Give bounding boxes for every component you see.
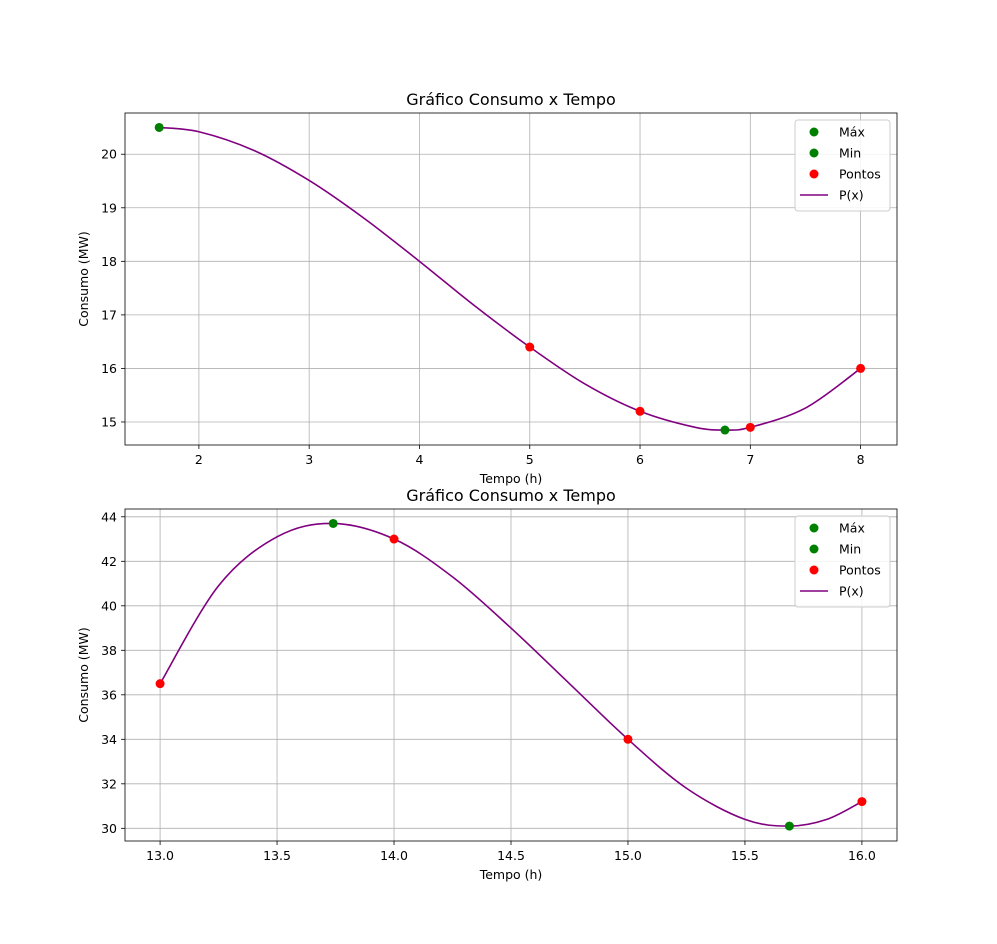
x-tick-label: 16.0 [848, 848, 876, 863]
y-tick-label: 16 [101, 361, 117, 376]
y-tick-label: 19 [101, 200, 117, 215]
x-tick-label: 7 [746, 452, 754, 467]
x-tick-label: 5 [526, 452, 534, 467]
point-pontos [745, 422, 755, 432]
point-pontos [525, 342, 535, 352]
x-tick-label: 13.5 [263, 848, 291, 863]
legend-label: Min [839, 146, 861, 161]
chart-title: Gráfico Consumo x Tempo [406, 90, 616, 109]
point-pontos [635, 406, 645, 416]
y-tick-label: 40 [101, 598, 117, 613]
legend-swatch-marker [809, 523, 819, 533]
axes-frame [124, 112, 898, 446]
x-tick-label: 3 [305, 452, 313, 467]
legend-label: P(x) [839, 188, 864, 203]
y-tick-label: 42 [101, 554, 117, 569]
point-max [328, 518, 338, 528]
x-tick-label: 15.5 [731, 848, 759, 863]
point-pontos [155, 679, 165, 689]
x-tick-label: 2 [195, 452, 203, 467]
x-tick-label: 14.5 [497, 848, 525, 863]
legend-box [794, 119, 891, 212]
legend-label: Pontos [839, 563, 881, 578]
point-min [784, 821, 794, 831]
x-axis-label: Tempo (h) [479, 867, 543, 882]
y-tick-label: 15 [101, 414, 117, 429]
y-tick-label: 44 [101, 509, 117, 524]
legend-box [794, 515, 891, 608]
legend-swatch-marker [809, 169, 819, 179]
point-pontos [856, 363, 866, 373]
x-tick-label: 15.0 [614, 848, 642, 863]
y-tick-label: 32 [101, 776, 117, 791]
x-tick-label: 6 [636, 452, 644, 467]
y-axis-label: Consumo (MW) [76, 627, 91, 722]
legend: Máx Min Pontos P(x) [794, 515, 891, 608]
y-tick-label: 36 [101, 687, 117, 702]
legend-swatch-marker [809, 148, 819, 158]
x-tick-label: 13.0 [146, 848, 174, 863]
y-tick-label: 38 [101, 643, 117, 658]
y-axis-label: Consumo (MW) [76, 231, 91, 326]
y-tick-label: 34 [101, 732, 117, 747]
y-tick-label: 20 [101, 147, 117, 162]
x-tick-label: 8 [857, 452, 865, 467]
y-tick-label: 18 [101, 254, 117, 269]
legend-label: Máx [839, 521, 865, 536]
x-axis-label: Tempo (h) [479, 471, 543, 486]
legend-swatch-marker [809, 565, 819, 575]
x-tick-label: 4 [415, 452, 423, 467]
legend-label: Min [839, 542, 861, 557]
x-tick-label: 14.0 [380, 848, 408, 863]
legend: Máx Min Pontos P(x) [794, 119, 891, 212]
chart-panel-2: 13.0 13.5 14.0 14.5 15.0 15.5 16.0 30 32 34 36 38 40… [76, 486, 898, 882]
point-pontos [857, 797, 867, 807]
y-tick-label: 17 [101, 307, 117, 322]
legend-swatch-marker [809, 544, 819, 554]
chart-panel-1: 2 3 4 5 6 7 8 15 16 17 18 19 20 Gráfico Consumo x Tem… [76, 90, 898, 486]
point-pontos [389, 534, 399, 544]
legend-swatch-marker [809, 127, 819, 137]
legend-label: Máx [839, 125, 865, 140]
legend-label: Pontos [839, 167, 881, 182]
legend-label: P(x) [839, 584, 864, 599]
point-min [720, 425, 730, 435]
point-max [154, 122, 164, 132]
plot-area [125, 113, 897, 445]
series-line-px [159, 522, 863, 827]
chart-title: Gráfico Consumo x Tempo [406, 486, 616, 505]
y-tick-label: 30 [101, 821, 117, 836]
point-pontos [623, 734, 633, 744]
axes-frame [124, 508, 898, 842]
